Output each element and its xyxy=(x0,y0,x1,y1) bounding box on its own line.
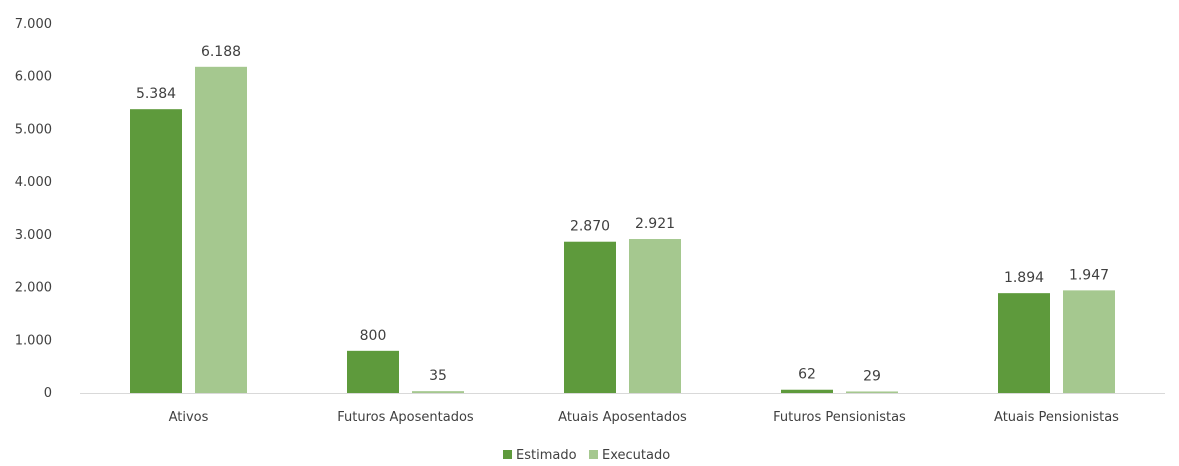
data-label-estimado-futuros-aposentados: 800 xyxy=(360,328,387,344)
data-label-executado-futuros-aposentados: 35 xyxy=(429,368,447,384)
y-tick-label: 5.000 xyxy=(15,122,52,137)
bar-estimado-atuais-pensionistas xyxy=(998,293,1050,393)
bar-executado-atuais-aposentados xyxy=(629,239,681,393)
y-tick-label: 4.000 xyxy=(15,175,52,190)
y-tick-label: 7.000 xyxy=(15,17,52,32)
bar-estimado-futuros-aposentados xyxy=(347,350,399,393)
category-label-futuros-pensionistas: Futuros Pensionistas xyxy=(773,410,906,425)
data-label-estimado-ativos: 5.384 xyxy=(136,86,176,102)
bar-executado-futuros-pensionistas xyxy=(846,391,898,393)
bar-estimado-atuais-aposentados xyxy=(564,241,616,393)
bar-estimado-futuros-pensionistas xyxy=(781,389,833,393)
y-tick-label: 1.000 xyxy=(15,333,52,348)
data-labels: 5.384 6.188 800 35 2.870 2.921 62 29 1.894 1.947 xyxy=(136,44,1109,385)
y-tick-label: 2.000 xyxy=(15,281,52,296)
data-label-executado-atuais-pensionistas: 1.947 xyxy=(1069,267,1109,283)
category-label-atuais-pensionistas: Atuais Pensionistas xyxy=(994,410,1119,425)
data-label-executado-futuros-pensionistas: 29 xyxy=(863,368,881,384)
category-label-atuais-aposentados: Atuais Aposentados xyxy=(558,410,687,425)
data-label-estimado-futuros-pensionistas: 62 xyxy=(798,367,816,383)
legend-label-estimado: Estimado xyxy=(516,448,577,463)
legend-swatch-estimado xyxy=(503,450,512,459)
x-axis: Ativos Futuros Aposentados Atuais Aposenta… xyxy=(169,410,1120,425)
bar-executado-futuros-aposentados xyxy=(412,391,464,393)
data-label-estimado-atuais-aposentados: 2.870 xyxy=(570,219,610,235)
bars xyxy=(130,66,1115,394)
category-label-ativos: Ativos xyxy=(169,410,209,425)
data-label-executado-atuais-aposentados: 2.921 xyxy=(635,216,675,232)
category-label-futuros-aposentados: Futuros Aposentados xyxy=(337,410,474,425)
legend: Estimado Executado xyxy=(503,448,670,463)
bar-executado-ativos xyxy=(195,66,247,393)
legend-label-executado: Executado xyxy=(602,448,670,463)
data-label-executado-ativos: 6.188 xyxy=(201,44,241,60)
bar-executado-atuais-pensionistas xyxy=(1063,290,1115,393)
y-tick-label: 3.000 xyxy=(15,228,52,243)
y-tick-label: 0 xyxy=(44,386,52,401)
y-axis: 0 1.000 2.000 3.000 4.000 5.000 6.000 7.000 xyxy=(15,17,1165,401)
data-label-estimado-atuais-pensionistas: 1.894 xyxy=(1004,270,1044,286)
y-tick-label: 6.000 xyxy=(15,70,52,85)
bar-estimado-ativos xyxy=(130,109,182,394)
legend-swatch-executado xyxy=(589,450,598,459)
